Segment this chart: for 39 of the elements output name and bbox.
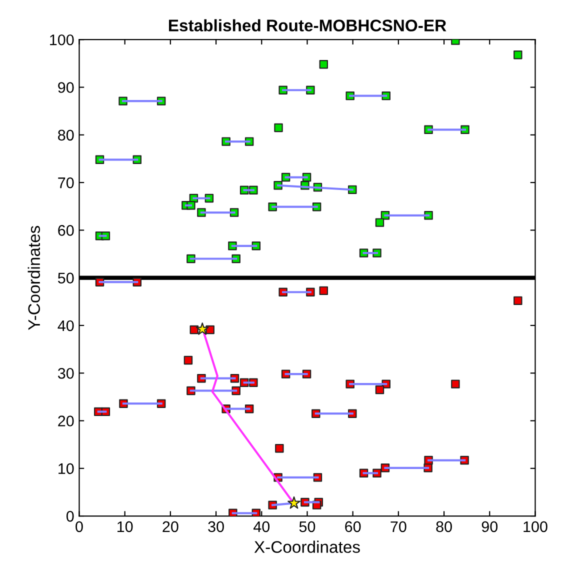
y-tick-label: 10: [58, 463, 74, 474]
x-tick-label: 100: [524, 521, 548, 532]
point: [190, 325, 198, 334]
point: [375, 218, 384, 227]
y-tick-label: 0: [66, 510, 74, 522]
point: [319, 60, 328, 69]
x-tick-label: 40: [253, 521, 270, 532]
y-axis-title: Y-Coordinates: [28, 226, 40, 330]
y-tick-label: 60: [58, 225, 74, 236]
x-tick-label: 90: [482, 521, 498, 532]
x-tick-label: 10: [118, 521, 133, 532]
point: [514, 296, 522, 306]
point: [184, 356, 193, 365]
x-tick-label: 70: [390, 521, 406, 532]
point: [288, 496, 300, 509]
y-tick-label: 50: [58, 272, 74, 284]
y-tick-label: 40: [58, 320, 74, 332]
point: [319, 286, 328, 296]
chart-title: Established Route-MOBHCSNO-ER: [168, 19, 446, 32]
x-tick-label: 30: [208, 521, 224, 532]
y-tick-label: 20: [58, 416, 74, 426]
x-tick-label: 20: [162, 521, 178, 532]
y-tick-label: 90: [58, 82, 74, 93]
point: [375, 385, 384, 394]
x-axis-title: X-Coordinates: [254, 540, 360, 553]
x-tick-label: 80: [436, 521, 452, 532]
x-tick-label: 60: [345, 521, 361, 532]
point: [196, 322, 209, 335]
point: [275, 444, 284, 453]
point: [451, 380, 460, 388]
y-tick-label: 70: [58, 177, 74, 188]
x-tick-label: 50: [299, 521, 316, 532]
y-tick-label: 80: [58, 130, 74, 141]
point: [206, 325, 214, 334]
x-tick-label: 0: [76, 521, 83, 532]
y-tick-label: 30: [58, 368, 74, 379]
point: [514, 50, 522, 60]
y-tick-label: 100: [50, 34, 74, 46]
point: [274, 123, 283, 132]
